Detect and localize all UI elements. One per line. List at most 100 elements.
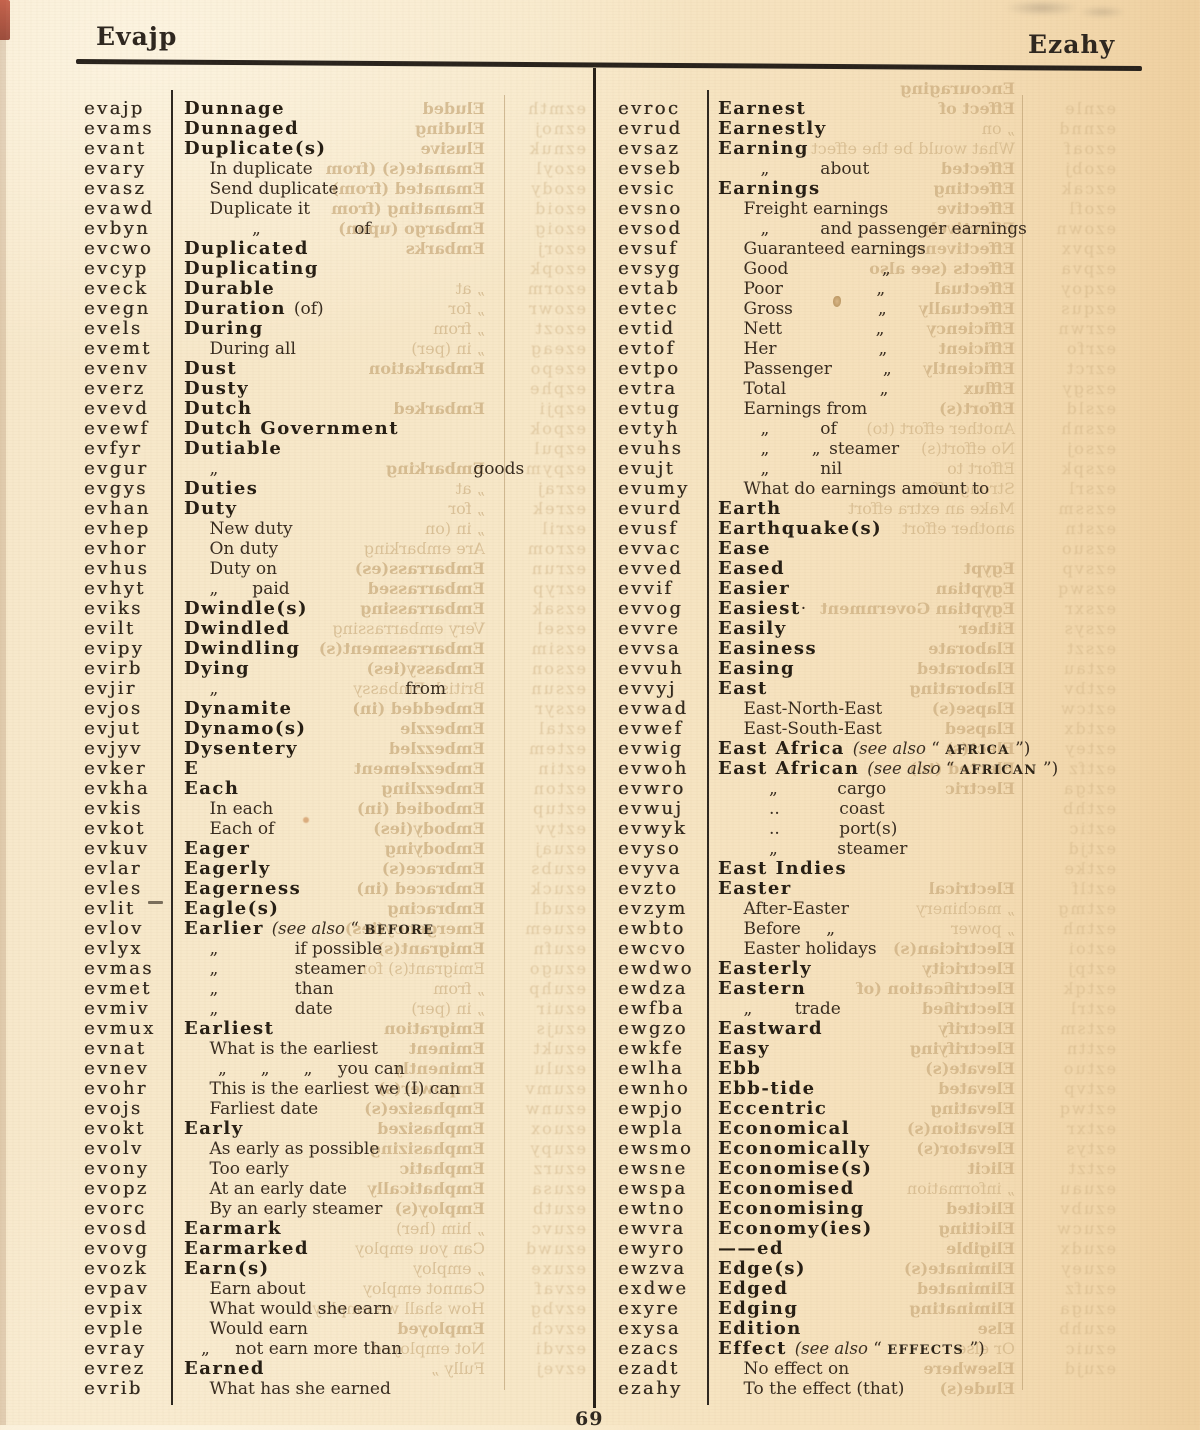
- red-corner-mark: [0, 0, 10, 40]
- code-word: ewsmo: [618, 1138, 694, 1159]
- meaning: „ from: [184, 679, 447, 699]
- code-word: evrez: [84, 1358, 146, 1379]
- code-word: evker: [84, 758, 147, 779]
- meaning: Earn(s): [184, 1258, 270, 1279]
- meaning: Total „: [718, 379, 889, 399]
- meaning: Economising: [718, 1198, 865, 1219]
- meaning: „ paid: [184, 579, 290, 599]
- table-row: evumy What do earnings amount to: [618, 479, 1134, 500]
- code-word: evohr: [84, 1078, 148, 1099]
- meaning: Her „: [718, 339, 888, 359]
- meaning: Dusty: [184, 378, 250, 399]
- code-word: ewlha: [618, 1058, 685, 1079]
- table-row: evrib What has she earned: [84, 1378, 589, 1400]
- table-row: evvre Easily: [618, 619, 1134, 639]
- code-word: evmet: [84, 978, 152, 999]
- code-word: eviks: [84, 598, 143, 619]
- code-word: ezadt: [618, 1358, 680, 1379]
- table-row: ewcvo Easter holidays: [618, 939, 1134, 960]
- code-word: ewtno: [618, 1198, 686, 1219]
- meaning: „ nil: [718, 459, 843, 479]
- code-word: evipy: [84, 638, 145, 659]
- meaning: Gross „: [718, 299, 887, 319]
- code-word: evolv: [84, 1138, 144, 1159]
- table-row: eviks Dwindle(s): [84, 599, 589, 619]
- table-row: evtof Her „: [618, 339, 1134, 360]
- code-word: evary: [84, 158, 147, 179]
- bleedthrough-line: [498, 79, 586, 99]
- meaning: Earned: [184, 1358, 265, 1379]
- meaning: „ date: [184, 999, 333, 1019]
- table-row: ewbto Before „: [618, 919, 1134, 940]
- table-row: evams Dunnaged: [84, 119, 589, 139]
- meaning: Ease: [718, 538, 771, 559]
- table-row: evolv As early as possible: [84, 1138, 589, 1160]
- table-row: evhus Duty on: [84, 559, 589, 580]
- code-word: evtug: [618, 398, 682, 419]
- meaning: By an early steamer: [184, 1199, 383, 1219]
- code-word: evusf: [618, 518, 679, 539]
- code-word: evved: [618, 558, 684, 579]
- meaning: Durable: [184, 278, 276, 299]
- meaning: Farliest date: [184, 1099, 319, 1119]
- table-row: eveck Durable: [84, 279, 589, 299]
- code-word: evtid: [618, 318, 676, 339]
- meaning: Earmarked: [184, 1238, 310, 1259]
- table-row: ewfba „ trade: [618, 999, 1134, 1020]
- meaning: What has she earned: [184, 1379, 391, 1399]
- table-row: evusf Earthquake(s): [618, 519, 1134, 539]
- code-word: evenv: [84, 358, 150, 379]
- table-row: evjut Dynamo(s): [84, 719, 589, 739]
- meaning: „ and passenger earnings: [718, 219, 1027, 239]
- table-row: evvif Easier: [618, 579, 1134, 599]
- code-word: evjut: [84, 718, 142, 739]
- meaning: Good „: [718, 259, 891, 279]
- meaning: Early: [184, 1118, 244, 1139]
- meaning: Edging: [718, 1298, 799, 1319]
- table-row: evwyk .. port(s): [618, 819, 1134, 840]
- meaning: „ cargo: [718, 779, 887, 799]
- table-row: evuhs „ „ steamer: [618, 439, 1134, 460]
- table-row: evwig East Africa (see also “ Africa ”): [618, 739, 1134, 760]
- code-word: evvif: [618, 578, 674, 599]
- meaning: Each: [184, 778, 240, 799]
- code-word: evrib: [84, 1378, 143, 1399]
- code-word: evvsa: [618, 638, 681, 659]
- bleedthrough-line: [1030, 79, 1116, 99]
- meaning: E: [184, 758, 200, 779]
- table-row: evurd Earth: [618, 499, 1134, 519]
- table-row: evker E: [84, 759, 589, 779]
- meaning: Edition: [718, 1318, 802, 1339]
- meaning: Earn about: [184, 1279, 306, 1299]
- meaning: Duplicating: [184, 258, 319, 279]
- code-word: evcwo: [84, 238, 154, 259]
- code-word: evsno: [618, 198, 683, 219]
- meaning: ——ed: [718, 1238, 785, 1259]
- code-word: evvog: [618, 598, 684, 619]
- code-word: exyre: [618, 1298, 681, 1319]
- table-row: evsuf Guaranteed earnings: [618, 239, 1134, 260]
- code-word: evsic: [618, 178, 676, 199]
- meaning: Dunnage: [184, 98, 286, 119]
- meaning: What do earnings amount to: [718, 479, 990, 499]
- table-row: ewspa Economised: [618, 1179, 1134, 1199]
- table-row: ewdwo Easterly: [618, 959, 1134, 979]
- table-row: evajp Dunnage: [84, 99, 589, 119]
- meaning: Would earn: [184, 1319, 309, 1339]
- code-word: evemt: [84, 338, 152, 359]
- header-rule: [75, 59, 1142, 72]
- meaning: Eccentric: [718, 1098, 828, 1119]
- code-word: ewpjo: [618, 1098, 684, 1119]
- code-word: evvuh: [618, 658, 685, 679]
- code-word: evwef: [618, 718, 684, 739]
- table-row: ewvra Economy(ies): [618, 1219, 1134, 1239]
- meaning: Ebb: [718, 1058, 762, 1079]
- meaning: Eastern: [718, 978, 807, 999]
- meaning: Easterly: [718, 958, 813, 979]
- code-word: evjyv: [84, 738, 143, 759]
- code-word: evevd: [84, 398, 150, 419]
- meaning: „ if possible: [184, 939, 383, 959]
- meaning: Earliest: [184, 1018, 275, 1039]
- meaning: In duplicate: [184, 159, 313, 179]
- table-row: evary In duplicate: [84, 158, 589, 180]
